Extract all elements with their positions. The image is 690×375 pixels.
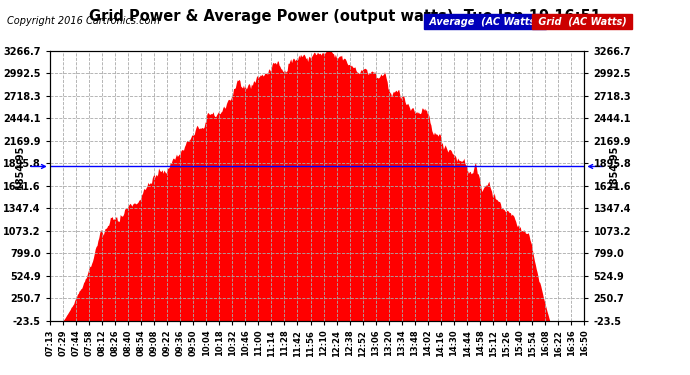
Text: Grid  (AC Watts): Grid (AC Watts) [535, 17, 630, 27]
Text: Average  (AC Watts): Average (AC Watts) [426, 17, 544, 27]
Text: 1854.95: 1854.95 [589, 144, 619, 189]
Text: Copyright 2016 Cartronics.com: Copyright 2016 Cartronics.com [7, 16, 160, 26]
Text: Grid Power & Average Power (output watts)  Tue Jan 19 16:51: Grid Power & Average Power (output watts… [89, 9, 601, 24]
Text: 1854.95: 1854.95 [15, 144, 46, 189]
